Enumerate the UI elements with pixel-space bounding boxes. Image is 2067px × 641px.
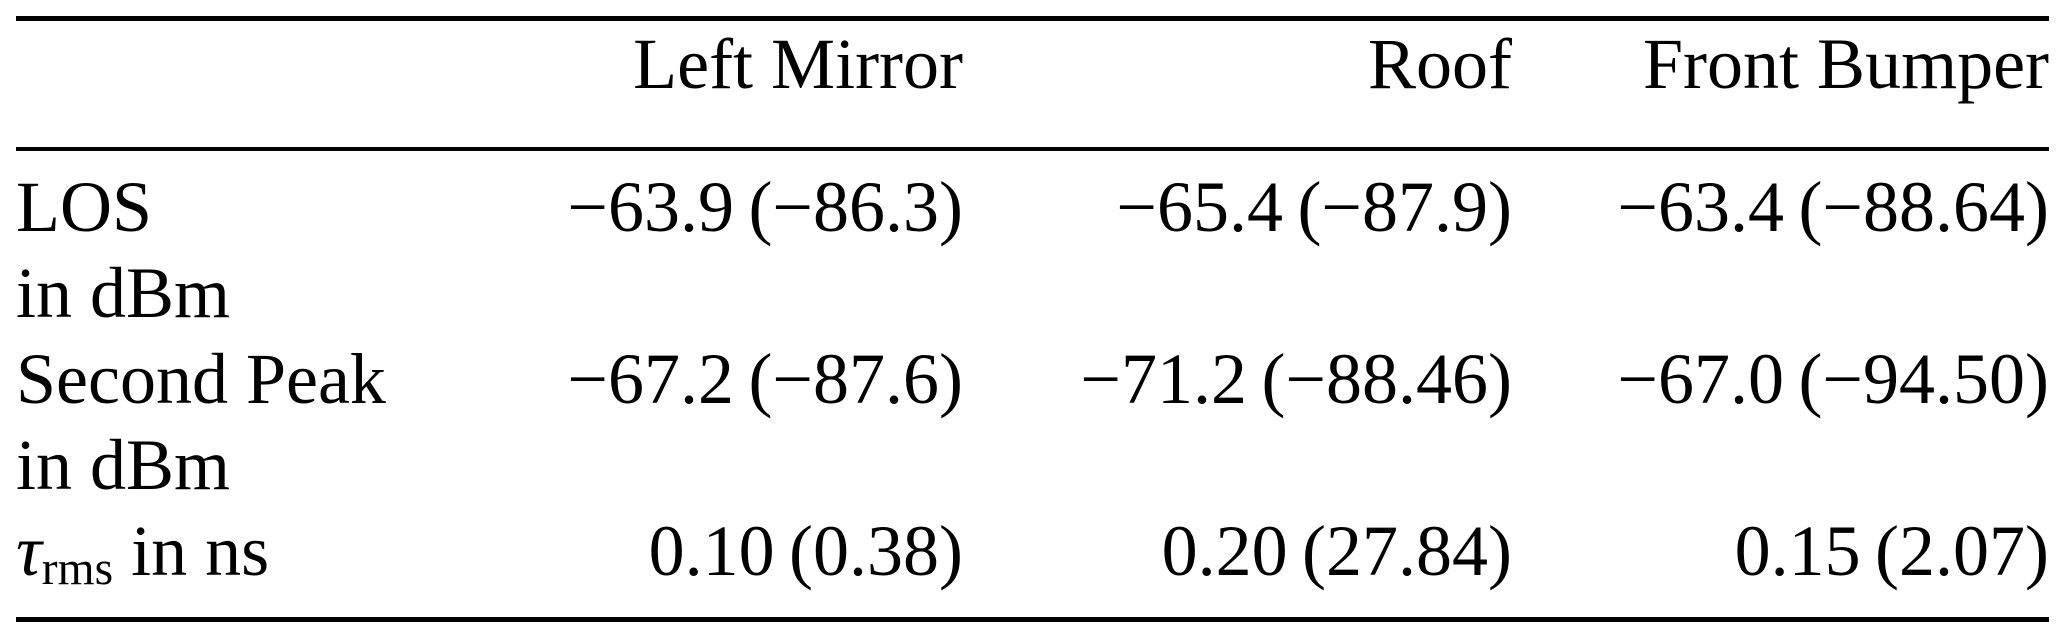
- cell-tau-rms-left-mirror: 0.10 (0.38): [460, 508, 963, 622]
- row-label-los-cell: LOS in dBm: [16, 151, 460, 336]
- header-left-mirror: Left Mirror: [460, 16, 963, 151]
- row-label-tau-rms-cell: τrms in ns: [16, 508, 460, 622]
- header-empty-cell: [16, 16, 460, 151]
- measurement-table: Left Mirror Roof Front Bumper LOS in dBm…: [16, 16, 2049, 622]
- row-label-second-peak: Second Peak: [16, 339, 386, 419]
- cell-los-left-mirror: −63.9 (−86.3): [567, 167, 963, 247]
- header-front-bumper: Front Bumper: [1512, 16, 2049, 151]
- table-row-tau-rms: τrms in ns 0.10 (0.38) 0.20 (27.84) 0.15…: [16, 508, 2049, 622]
- row-label-second-peak-cell: Second Peak in dBm: [16, 336, 460, 508]
- cell-los-roof: −65.4 (−87.9): [1116, 167, 1512, 247]
- row-label-los: LOS: [16, 167, 153, 247]
- cell-second-peak-roof: −71.2 (−88.46): [1080, 339, 1512, 419]
- row-label-los-unit: in dBm: [16, 253, 231, 333]
- table-row-second-peak: Second Peak in dBm −67.2 (−87.6) −71.2 (…: [16, 336, 2049, 508]
- tau-unit-label: in ns: [113, 511, 270, 591]
- table-row-los: LOS in dBm −63.9 (−86.3) −65.4 (−87.9) −…: [16, 151, 2049, 336]
- cell-second-peak-left-mirror: −67.2 (−87.6): [567, 339, 963, 419]
- tau-rms-subscript: rms: [41, 542, 114, 595]
- row-label-second-peak-unit: in dBm: [16, 425, 231, 505]
- tau-symbol: τ: [16, 511, 42, 591]
- cell-tau-rms-front-bumper: 0.15 (2.07): [1512, 508, 2049, 622]
- cell-tau-rms-roof: 0.20 (27.84): [963, 508, 1512, 622]
- cell-los-front-bumper: −63.4 (−88.64): [1617, 167, 2049, 247]
- header-roof: Roof: [963, 16, 1512, 151]
- cell-second-peak-front-bumper: −67.0 (−94.50): [1617, 339, 2049, 419]
- header-row: Left Mirror Roof Front Bumper: [16, 16, 2049, 151]
